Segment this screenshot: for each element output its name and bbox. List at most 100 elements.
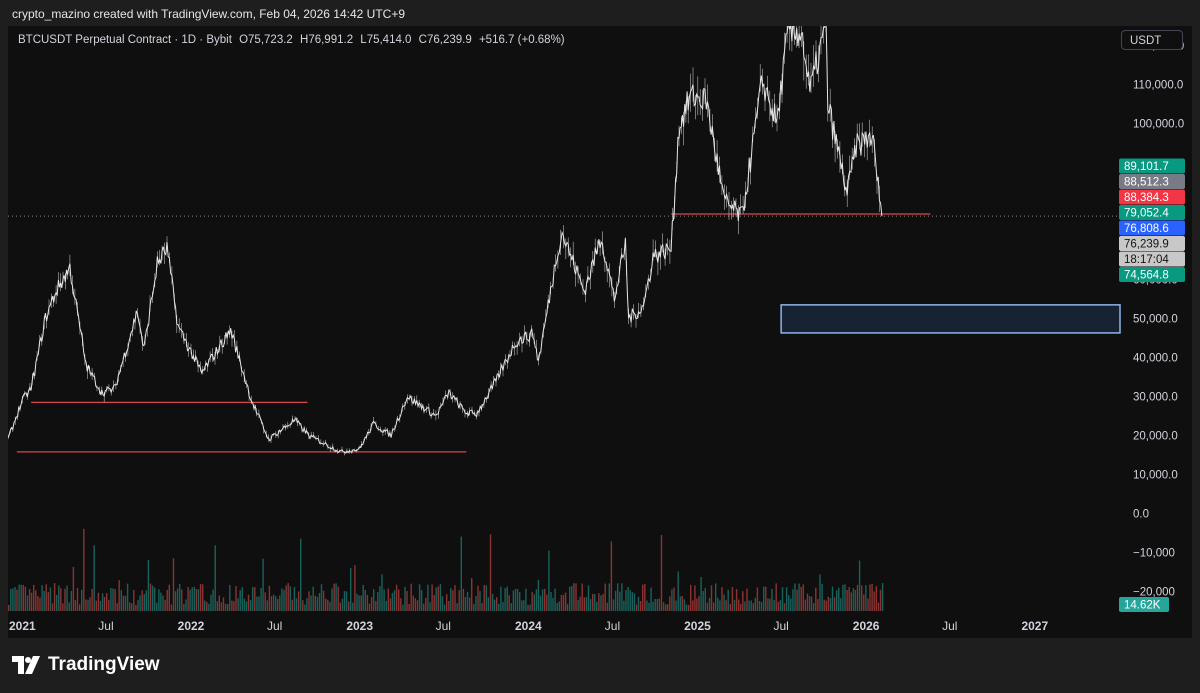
volume-bar [362, 584, 364, 611]
volume-bar [854, 590, 857, 611]
volume-bar [391, 592, 394, 611]
volume-bar [302, 600, 304, 611]
volume-badge-label: 14.62K [1124, 600, 1161, 612]
volume-bar [468, 597, 471, 611]
volume-bar [76, 588, 79, 611]
volume-bar [83, 528, 85, 611]
volume-bar [750, 600, 752, 611]
volume-bar [126, 583, 129, 611]
volume-bar [738, 599, 740, 611]
volume-bar [20, 584, 22, 611]
volume-bar [785, 587, 788, 611]
volume-bar [712, 602, 715, 611]
volume-bar [546, 594, 548, 611]
volume-bar [671, 589, 673, 611]
volume-bar [377, 592, 379, 611]
volume-bar [197, 589, 200, 611]
volume-bar [262, 558, 264, 611]
volume-bar [402, 604, 404, 611]
volume-bar [158, 589, 160, 611]
volume-bar [306, 598, 308, 611]
volume-bar [398, 589, 400, 611]
volume-bar [85, 599, 87, 611]
volume-bar [875, 586, 877, 611]
volume-bar [387, 588, 389, 611]
volume-bar [556, 602, 558, 611]
volume-bar [191, 587, 193, 611]
volume-bar [583, 597, 585, 611]
volume-bar [458, 590, 460, 611]
volume-bar [489, 534, 492, 611]
volume-bar [537, 579, 540, 611]
volume-bar [241, 587, 243, 611]
volume-bar [508, 595, 510, 611]
volume-bar [343, 591, 346, 611]
volume-bar [110, 588, 112, 611]
volume-bar [12, 588, 14, 611]
volume-bar [87, 599, 89, 611]
volume-bar [783, 603, 786, 611]
volume-bar [658, 598, 661, 611]
chart-credit: crypto_mazino created with TradingView.c… [12, 7, 405, 21]
volume-bar [731, 587, 734, 611]
volume-bar [433, 595, 435, 611]
volume-bar [279, 595, 281, 611]
volume-bar [406, 591, 408, 611]
tradingview-logo[interactable]: TradingView [12, 653, 160, 677]
x-tick-label: Jul [605, 619, 620, 633]
volume-bar [529, 604, 531, 611]
price-badge-label: 76,239.9 [1124, 239, 1169, 251]
volume-bar [733, 599, 736, 611]
y-tick-label: 0.0 [1133, 509, 1149, 521]
volume-bar [53, 583, 56, 611]
volume-bar [366, 594, 369, 611]
volume-bar [229, 585, 231, 611]
volume-bar [719, 600, 721, 611]
volume-bar [199, 584, 202, 611]
volume-bar [621, 583, 623, 611]
volume-bar [727, 589, 729, 611]
y-tick-label: 50,000.0 [1133, 314, 1178, 326]
volume-bar [564, 592, 567, 611]
volume-bar [596, 601, 598, 611]
volume-bar [24, 586, 27, 611]
volume-bar [648, 602, 650, 611]
price-chart[interactable]: 120,000.0110,000.0100,000.060,000.050,00… [8, 26, 1192, 638]
y-tick-label: 40,000.0 [1133, 353, 1178, 365]
x-tick-label: Jul [942, 619, 957, 633]
volume-bar [506, 586, 508, 611]
volume-bar [16, 589, 18, 611]
volume-bar [840, 598, 842, 611]
volume-bar [683, 599, 686, 611]
volume-bar [819, 574, 821, 611]
volume-badge [1119, 597, 1169, 612]
volume-bar [325, 598, 327, 611]
volume-bar [493, 599, 496, 611]
volume-bar [575, 583, 577, 611]
chart-area[interactable]: 120,000.0110,000.0100,000.060,000.050,00… [8, 26, 1192, 638]
volume-bar [381, 574, 383, 611]
currency-button[interactable]: USDT [1121, 30, 1183, 50]
volume-bar [441, 596, 444, 611]
volume-bar [744, 601, 746, 611]
volume-bar [629, 590, 631, 611]
volume-bar [614, 590, 617, 611]
volume-bar [429, 602, 431, 611]
volume-bar [521, 600, 523, 611]
volume-bar [825, 600, 827, 611]
volume-bar [800, 586, 802, 611]
volume-bar [33, 585, 35, 611]
volume-bar [379, 586, 381, 611]
volume-bar [116, 603, 118, 611]
volume-bar [212, 589, 214, 611]
volume-bar [22, 584, 24, 611]
volume-bar [316, 596, 319, 611]
volume-bar [796, 589, 798, 611]
volume-bar [869, 584, 871, 611]
volume-bar [539, 595, 542, 611]
volume-bar [675, 600, 677, 611]
volume-bar [162, 595, 164, 611]
volume-bar [437, 586, 439, 611]
volume-bar [827, 596, 829, 611]
volume-bar [708, 597, 711, 611]
